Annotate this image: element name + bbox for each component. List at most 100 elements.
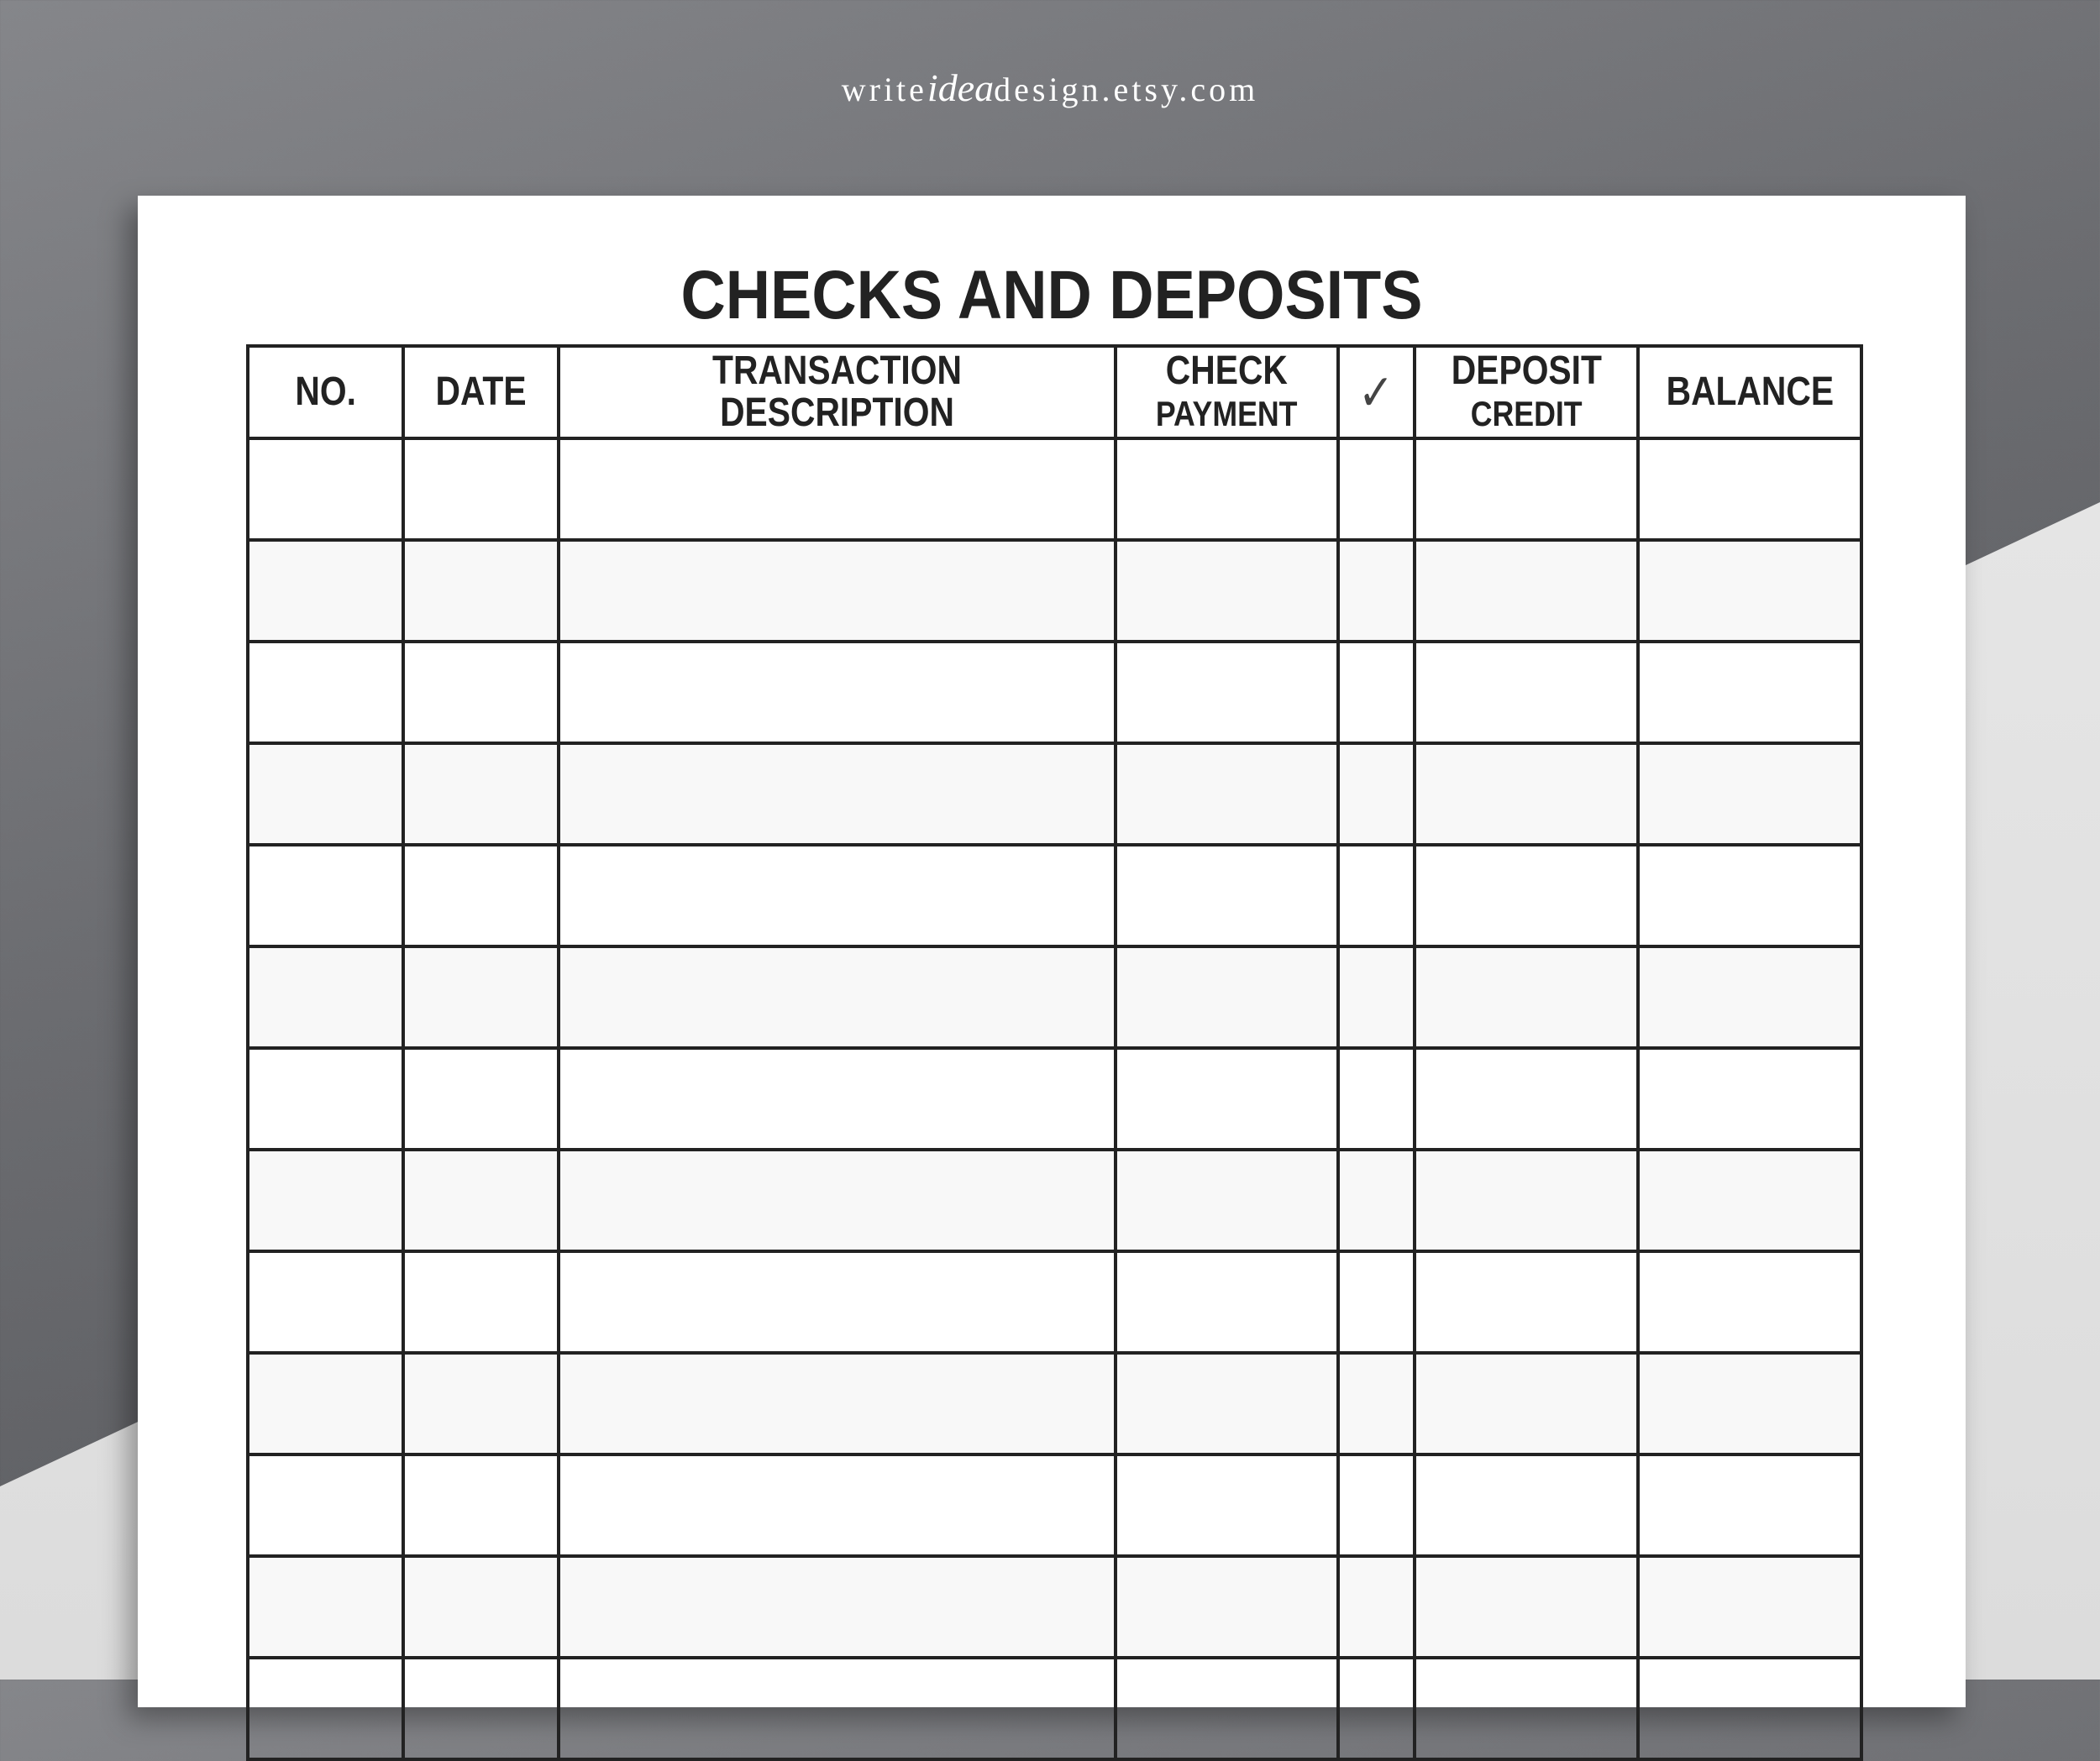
table-cell[interactable] <box>1114 1351 1340 1456</box>
table-cell[interactable] <box>1636 1250 1863 1355</box>
table-cell[interactable] <box>402 1148 560 1253</box>
table-cell[interactable] <box>1336 843 1416 948</box>
table-cell[interactable] <box>1636 843 1863 948</box>
table-cell[interactable] <box>1336 1148 1416 1253</box>
table-cell[interactable] <box>1336 1656 1416 1761</box>
table-cell[interactable] <box>1114 1453 1340 1558</box>
table-cell[interactable] <box>246 538 405 643</box>
table-cell[interactable] <box>557 843 1117 948</box>
table-cell[interactable] <box>1114 437 1340 542</box>
table-cell[interactable] <box>557 945 1117 1050</box>
table-cell[interactable] <box>1114 945 1340 1050</box>
table-cell[interactable] <box>557 437 1117 542</box>
table-cell[interactable] <box>402 538 560 643</box>
col-date: DATE <box>402 344 560 440</box>
table-cell[interactable] <box>246 843 405 948</box>
table-cell[interactable] <box>557 1351 1117 1456</box>
table-cell[interactable] <box>246 1554 405 1659</box>
table-row <box>246 1046 1863 1151</box>
table-cell[interactable] <box>1413 742 1640 846</box>
table-cell[interactable] <box>1114 1554 1340 1659</box>
table-cell[interactable] <box>557 1453 1117 1558</box>
table-cell[interactable] <box>402 742 560 846</box>
table-cell[interactable] <box>557 1656 1117 1761</box>
table-cell[interactable] <box>402 1351 560 1456</box>
table-cell[interactable] <box>402 1554 560 1659</box>
table-cell[interactable] <box>1413 1046 1640 1151</box>
table-cell[interactable] <box>1636 1046 1863 1151</box>
table-cell[interactable] <box>246 640 405 745</box>
table-cell[interactable] <box>402 1453 560 1558</box>
table-cell[interactable] <box>402 945 560 1050</box>
table-cell[interactable] <box>246 1656 405 1761</box>
col-deposit-credit: DEPOSIT CREDIT <box>1413 344 1640 440</box>
table-cell[interactable] <box>1413 843 1640 948</box>
table-cell[interactable] <box>1336 437 1416 542</box>
table-cell[interactable] <box>1636 538 1863 643</box>
table-cell[interactable] <box>1636 742 1863 846</box>
table-row <box>246 843 1863 948</box>
table-cell[interactable] <box>246 1351 405 1456</box>
table-cell[interactable] <box>402 640 560 745</box>
table-cell[interactable] <box>1413 538 1640 643</box>
table-cell[interactable] <box>402 843 560 948</box>
table-cell[interactable] <box>1413 437 1640 542</box>
table-cell[interactable] <box>1336 1046 1416 1151</box>
table-cell[interactable] <box>1636 1148 1863 1253</box>
table-cell[interactable] <box>1336 640 1416 745</box>
table-cell[interactable] <box>246 437 405 542</box>
table-cell[interactable] <box>246 945 405 1050</box>
table-cell[interactable] <box>1636 1656 1863 1761</box>
table-cell[interactable] <box>246 1453 405 1558</box>
table-cell[interactable] <box>1114 1250 1340 1355</box>
table-cell[interactable] <box>402 1250 560 1355</box>
table-cell[interactable] <box>1114 1148 1340 1253</box>
table-cell[interactable] <box>1336 1554 1416 1659</box>
table-cell[interactable] <box>1413 1453 1640 1558</box>
table-cell[interactable] <box>1636 945 1863 1050</box>
table-cell[interactable] <box>557 1148 1117 1253</box>
table-cell[interactable] <box>1413 1148 1640 1253</box>
table-cell[interactable] <box>1636 1351 1863 1456</box>
table-cell[interactable] <box>1413 945 1640 1050</box>
table-row <box>246 437 1863 542</box>
table-cell[interactable] <box>1336 945 1416 1050</box>
table-cell[interactable] <box>402 1046 560 1151</box>
table-cell[interactable] <box>1114 843 1340 948</box>
table-cell[interactable] <box>1114 742 1340 846</box>
table-cell[interactable] <box>246 742 405 846</box>
table-cell[interactable] <box>1413 1351 1640 1456</box>
table-cell[interactable] <box>1413 1554 1640 1659</box>
table-cell[interactable] <box>1114 1656 1340 1761</box>
table-cell[interactable] <box>246 1250 405 1355</box>
table-cell[interactable] <box>1114 1046 1340 1151</box>
table-cell[interactable] <box>1336 1351 1416 1456</box>
table-cell[interactable] <box>1336 538 1416 643</box>
table-cell[interactable] <box>557 1554 1117 1659</box>
table-cell[interactable] <box>1336 1453 1416 1558</box>
table-cell[interactable] <box>1114 538 1340 643</box>
table-cell[interactable] <box>402 437 560 542</box>
table-cell[interactable] <box>1336 1250 1416 1355</box>
table-cell[interactable] <box>1636 1453 1863 1558</box>
table-cell[interactable] <box>557 1046 1117 1151</box>
table-cell[interactable] <box>1336 742 1416 846</box>
table-cell[interactable] <box>557 1250 1117 1355</box>
table-cell[interactable] <box>1413 1250 1640 1355</box>
col-no: NO. <box>246 344 405 440</box>
col-description: TRANSACTION DESCRIPTION <box>557 344 1117 440</box>
table-cell[interactable] <box>246 1046 405 1151</box>
table-cell[interactable] <box>1636 437 1863 542</box>
table-cell[interactable] <box>402 1656 560 1761</box>
table-cell[interactable] <box>1413 640 1640 745</box>
table-cell[interactable] <box>557 640 1117 745</box>
table-cell[interactable] <box>1413 1656 1640 1761</box>
col-check-payment: CHECK PAYMENT <box>1114 344 1340 440</box>
table-row <box>246 1148 1863 1253</box>
table-cell[interactable] <box>1114 640 1340 745</box>
table-cell[interactable] <box>557 538 1117 643</box>
table-cell[interactable] <box>557 742 1117 846</box>
table-cell[interactable] <box>246 1148 405 1253</box>
table-cell[interactable] <box>1636 1554 1863 1659</box>
table-cell[interactable] <box>1636 640 1863 745</box>
